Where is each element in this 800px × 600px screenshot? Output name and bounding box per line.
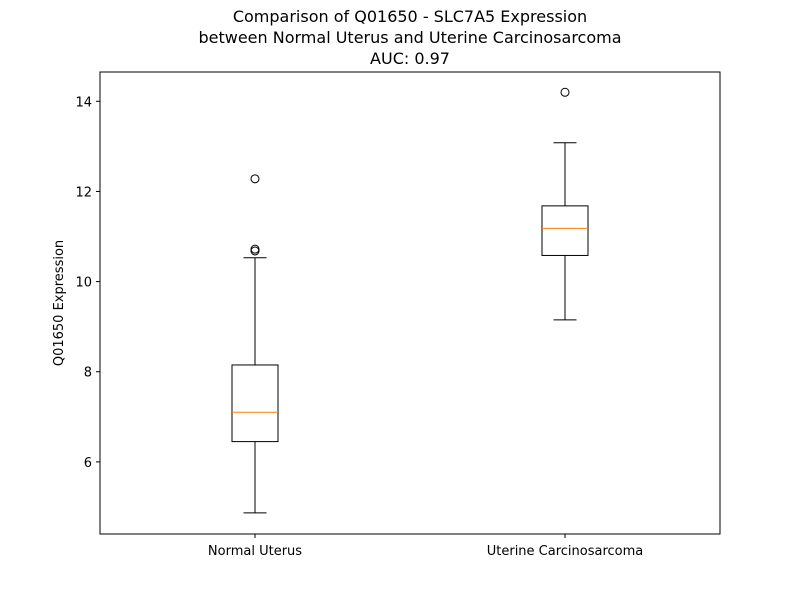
outlier-point — [250, 244, 260, 254]
y-axis-label: Q01650 Expression — [52, 240, 67, 366]
outlier-point — [250, 246, 260, 256]
outlier-point — [250, 174, 260, 184]
outlier-point — [560, 87, 570, 97]
box-iqr — [231, 364, 279, 443]
y-tick-label: 14 — [75, 95, 92, 110]
x-tick-label: Normal Uterus — [208, 544, 302, 559]
y-tick-label: 10 — [75, 276, 92, 291]
title-line-3: AUC: 0.97 — [370, 49, 450, 68]
x-tick-label: Uterine Carcinosarcoma — [487, 544, 644, 559]
y-tick-label: 12 — [75, 185, 92, 200]
chart-title: Comparison of Q01650 - SLC7A5 Expression… — [198, 7, 621, 68]
plot-frame — [99, 71, 721, 535]
y-tick-label: 6 — [84, 456, 92, 471]
box-iqr — [541, 205, 589, 256]
plot-area: 6 8 10 12 14 Normal Uterus Uterine Carcinosarc… — [75, 87, 644, 559]
title-line-2: between Normal Uterus and Uterine Carcin… — [198, 28, 621, 47]
title-line-1: Comparison of Q01650 - SLC7A5 Expression — [233, 7, 587, 26]
y-tick-label: 8 — [84, 366, 92, 381]
